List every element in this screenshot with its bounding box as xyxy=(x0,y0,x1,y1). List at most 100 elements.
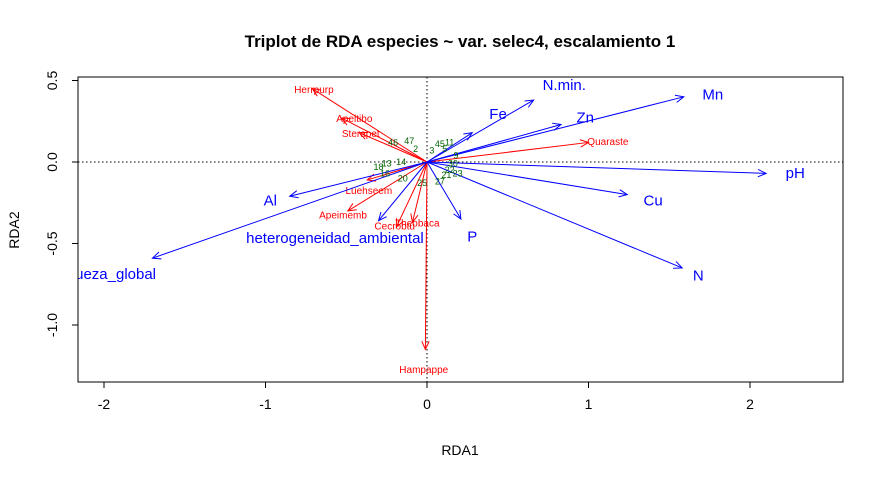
y-tick-label: -1.0 xyxy=(44,313,60,337)
y-tick-label: 0.5 xyxy=(44,71,60,91)
reference-lines xyxy=(78,77,843,382)
species-vector-apeimemb: Apeimemb xyxy=(319,161,428,221)
site-label-20: 20 xyxy=(398,173,408,183)
x-tick-label: 0 xyxy=(423,396,431,412)
environmental-arrow-head xyxy=(151,251,162,260)
species-arrow-head xyxy=(340,117,351,126)
species-arrow-head xyxy=(358,132,369,140)
environmental-arrow-shaft xyxy=(426,161,462,220)
site-label-3: 3 xyxy=(429,146,434,156)
species-label-quaraste: Quaraste xyxy=(587,137,629,148)
species-vector-sterapet: Sterapet xyxy=(342,129,428,163)
site-label-25: 25 xyxy=(417,178,427,188)
environmental-arrow-head xyxy=(524,99,535,108)
species-vector-herrpurp: Herrpurp xyxy=(294,85,428,163)
site-label-47: 47 xyxy=(404,136,414,146)
environmental-label-p: P xyxy=(467,228,477,245)
environmental-arrow-head xyxy=(377,211,387,222)
environmental-arrow-head xyxy=(552,122,563,131)
species-arrow-shaft xyxy=(424,161,428,350)
species-arrow-head xyxy=(346,203,357,212)
environmental-arrow-head xyxy=(674,94,685,103)
environmental-arrow-shaft xyxy=(152,161,428,259)
species-label-apeltibo: Apeltibo xyxy=(336,114,373,125)
environmental-arrow-head xyxy=(288,190,299,199)
site-label-45: 45 xyxy=(435,139,445,149)
environmental-arrow-shaft xyxy=(426,99,534,163)
species-vector-apeltibo: Apeltibo xyxy=(336,114,428,163)
species-label-hampappe: Hampappe xyxy=(399,365,448,376)
site-label-27: 27 xyxy=(435,177,445,187)
species-arrow-shaft xyxy=(347,161,428,212)
site-label-13: 13 xyxy=(382,159,392,169)
axes: -2 -1 0 1 2 -1.0 -0.5 0.0 0.5 xyxy=(44,71,844,412)
environmental-arrow-head xyxy=(463,131,474,141)
site-label-22: 22 xyxy=(445,165,455,175)
environmental-vector-riqueza-global: riqueza_global xyxy=(58,161,428,283)
species-arrow-head xyxy=(579,139,590,148)
x-tick-label: -1 xyxy=(259,396,272,412)
environmental-arrow-shaft xyxy=(426,132,473,163)
species-label-sterapet: Sterapet xyxy=(342,129,380,140)
environmental-vectors: N.min. Mn Fe Zn pH Cu N P Al heterogeneidad_ambie… xyxy=(58,77,805,285)
environmental-arrow-shaft xyxy=(426,161,767,174)
environmental-arrow-head xyxy=(453,210,462,221)
environmental-arrow-head xyxy=(757,169,768,178)
environmental-vector-cu: Cu xyxy=(426,161,663,210)
environmental-vector-al: Al xyxy=(264,161,428,210)
species-arrow-head xyxy=(410,213,419,224)
x-axis-label: RDA1 xyxy=(441,442,479,458)
environmental-arrow-head xyxy=(618,189,629,198)
environmental-arrow-shaft xyxy=(426,161,683,269)
species-arrow-head xyxy=(395,218,404,229)
environmental-label-riqueza-global: riqueza_global xyxy=(58,266,156,283)
site-label-30: 30 xyxy=(448,159,458,169)
x-tick-label: -2 xyxy=(98,396,111,412)
species-arrow-shaft xyxy=(358,132,428,163)
environmental-vector-n: N xyxy=(426,161,704,285)
species-vector-cecrobtu: Cecrobtu xyxy=(374,161,428,233)
species-arrow-shaft xyxy=(395,161,428,228)
site-label-5: 5 xyxy=(442,144,447,154)
chart-title: Triplot de RDA especies ~ var. selec4, e… xyxy=(245,32,676,51)
species-arrow-shaft xyxy=(411,161,428,223)
environmental-label-n-min: N.min. xyxy=(543,77,586,94)
site-label-46: 46 xyxy=(388,137,398,147)
environmental-vector-n-min: N.min. xyxy=(426,77,586,163)
environmental-vector-p: P xyxy=(426,161,477,245)
species-vector-quaraste: Quaraste xyxy=(426,137,629,163)
site-label-14: 14 xyxy=(396,157,406,167)
site-label-11: 11 xyxy=(445,137,454,147)
y-tick-label: -0.5 xyxy=(44,231,60,255)
site-label-16: 16 xyxy=(380,168,390,178)
environmental-label-mn: Mn xyxy=(702,87,723,104)
x-tick-label: 2 xyxy=(746,396,754,412)
species-arrow-shaft xyxy=(426,141,589,163)
environmental-label-ph: pH xyxy=(786,165,805,182)
species-arrow-head xyxy=(311,87,322,97)
environmental-arrow-shaft xyxy=(289,161,428,197)
species-label-herrpurp: Herrpurp xyxy=(294,85,334,96)
environmental-label-fe: Fe xyxy=(489,106,507,123)
plot-frame xyxy=(77,76,844,383)
environmental-vector-heterogeneidad-ambiental: heterogeneidad_ambiental xyxy=(246,161,428,247)
site-label-2: 2 xyxy=(413,144,418,154)
y-axis-label: RDA2 xyxy=(6,211,22,249)
environmental-vector-fe: Fe xyxy=(426,106,507,163)
environmental-label-cu: Cu xyxy=(644,193,663,210)
environmental-arrow-shaft xyxy=(426,124,562,163)
environmental-vector-ph: pH xyxy=(426,161,805,182)
species-label-theobaca: Theobaca xyxy=(395,218,440,229)
environmental-vector-mn: Mn xyxy=(426,87,723,163)
site-label-18: 18 xyxy=(374,162,384,172)
species-arrow-head xyxy=(421,341,430,351)
species-label-apeimemb: Apeimemb xyxy=(319,210,367,221)
environmental-vector-zn: Zn xyxy=(426,109,594,163)
species-vector-theobaca: Theobaca xyxy=(395,161,440,229)
species-label-luehseem: Luehseem xyxy=(346,186,393,197)
environmental-label-heterogeneidad-ambiental: heterogeneidad_ambiental xyxy=(246,230,424,247)
environmental-arrow-shaft xyxy=(378,161,428,221)
